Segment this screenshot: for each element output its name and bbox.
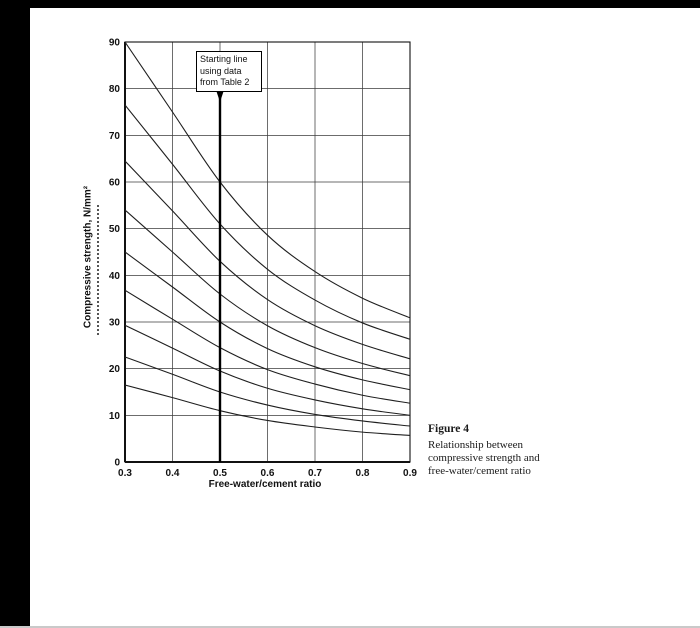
x-tick-label: 0.3 bbox=[118, 468, 132, 479]
strength-curve-43-at-0.5 bbox=[125, 160, 410, 360]
x-tick-label: 0.4 bbox=[166, 468, 180, 479]
strength-curve-51-at-0.5 bbox=[125, 104, 410, 340]
dotted-scan-mark bbox=[97, 205, 99, 335]
caption-line: free-water/cement ratio bbox=[428, 464, 531, 477]
annotation-line: Starting line bbox=[200, 54, 248, 64]
y-tick-label: 40 bbox=[109, 271, 121, 282]
chart-canvas: 0 10 20 30 40 50 60 70 80 90 0.3 0.4 0.5 0.6 0.7 0.8 0.9 bbox=[109, 38, 418, 480]
plot-area bbox=[124, 41, 411, 463]
x-tick-label: 0.6 bbox=[261, 468, 275, 479]
y-tick-label: 90 bbox=[109, 38, 121, 49]
caption-line: Relationship between bbox=[428, 438, 524, 451]
y-tick-label: 0 bbox=[114, 458, 120, 469]
strength-curve-19.5-at-0.5 bbox=[125, 324, 410, 416]
x-tick-label: 0.7 bbox=[308, 468, 322, 479]
strength-curve-36-at-0.5 bbox=[125, 209, 410, 377]
y-tick-label: 20 bbox=[109, 364, 121, 375]
caption-title: Figure 4 bbox=[428, 423, 469, 435]
strength-curve-11-at-0.5 bbox=[125, 384, 410, 436]
caption-line: compressive strength and bbox=[428, 451, 540, 464]
y-tick-label: 30 bbox=[109, 318, 121, 329]
strength-curve-60-at-0.5 bbox=[125, 42, 410, 319]
y-tick-label: 80 bbox=[109, 84, 121, 95]
x-tick-label: 0.8 bbox=[356, 468, 370, 479]
y-tick-label: 60 bbox=[109, 178, 121, 189]
figure-caption: Figure 4 Relationship between compressiv… bbox=[428, 423, 578, 477]
y-tick-label: 10 bbox=[109, 411, 121, 422]
annotation-line: from Table 2 bbox=[200, 77, 250, 88]
starting-line-arrow-icon bbox=[216, 90, 224, 102]
x-axis-title: Free-water/cement ratio bbox=[208, 479, 322, 490]
scan-edge-line-bottom bbox=[0, 626, 700, 628]
annotation-line: using data bbox=[200, 65, 242, 76]
scan-black-bar-top bbox=[0, 0, 700, 8]
strength-curve-15-at-0.5 bbox=[125, 356, 410, 427]
y-axis-title: Compressive strength, N/mm² bbox=[82, 185, 94, 329]
strength-curve-24.5-at-0.5 bbox=[125, 289, 410, 404]
x-tick-label: 0.5 bbox=[213, 468, 227, 479]
y-tick-label: 70 bbox=[109, 131, 121, 142]
y-tick-label: 50 bbox=[109, 224, 121, 235]
x-tick-label: 0.9 bbox=[403, 468, 417, 479]
curves-group bbox=[125, 42, 410, 436]
strength-curve-30-at-0.5 bbox=[125, 251, 410, 391]
annotation-box: Starting line using data from Table 2 bbox=[196, 51, 262, 93]
scan-black-bar-left bbox=[0, 0, 30, 628]
